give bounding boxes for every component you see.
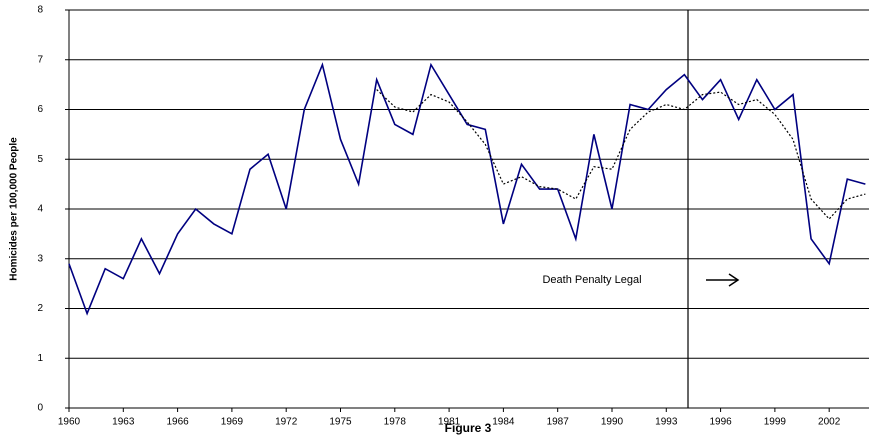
x-tick-label: 1999 [764,417,787,428]
y-tick-label: 1 [37,353,43,364]
y-tick-label: 2 [37,303,43,314]
x-tick-label: 1972 [275,417,298,428]
x-tick-label: 1981 [438,417,461,428]
x-tick-label: 1987 [547,417,570,428]
x-tick-label: 1966 [166,417,189,428]
x-tick-label: 1963 [112,417,135,428]
x-tick-label: 1996 [709,417,732,428]
chart-title: Figure 3 [445,421,492,435]
y-tick-label: 4 [37,204,43,215]
x-tick-label: 1960 [58,417,81,428]
y-tick-label: 7 [37,54,43,65]
annotation-text: Death Penalty Legal [542,274,641,286]
x-tick-label: 1969 [221,417,244,428]
x-tick-label: 1975 [329,417,352,428]
x-tick-label: 1984 [492,417,515,428]
x-tick-label: 1990 [601,417,624,428]
arrow [706,273,740,287]
series-line [68,62,866,316]
y-tick-label: 8 [37,5,43,16]
x-tick-label: 2002 [818,417,841,428]
y-tick-label: 0 [37,403,43,414]
x-tick-label: 1993 [655,417,678,428]
x-tick-label: 1978 [384,417,407,428]
y-tick-label: 6 [37,104,43,115]
y-tick-label: 3 [37,253,43,264]
series-line [376,89,866,220]
y-tick-label: 5 [37,154,43,165]
y-axis-label: Homicides per 100,000 People [9,137,20,281]
